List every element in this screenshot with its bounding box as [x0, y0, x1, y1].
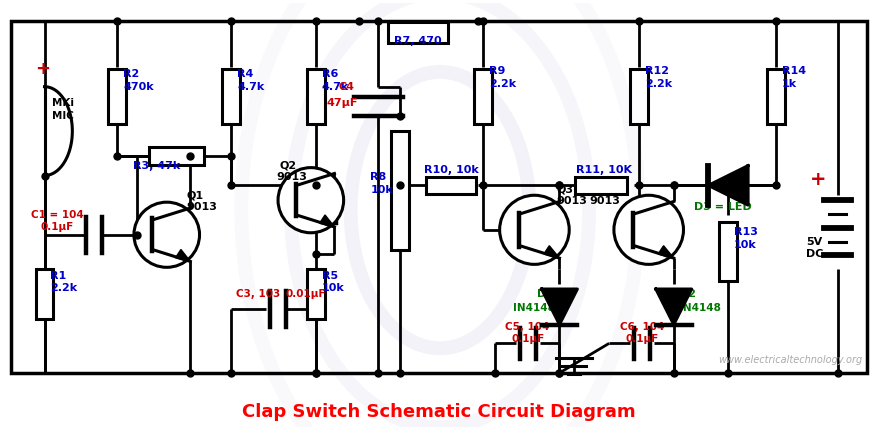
Text: 10k: 10k [370, 185, 393, 195]
Circle shape [500, 195, 569, 264]
Text: MKi: MKi [52, 98, 74, 108]
Bar [35, 269, 53, 319]
Text: C5, 104: C5, 104 [506, 322, 550, 332]
Text: 0.1μF: 0.1μF [41, 222, 74, 232]
Circle shape [278, 168, 344, 233]
Bar [388, 22, 448, 43]
Text: Clap Switch Schematic Circuit Diagram: Clap Switch Schematic Circuit Diagram [242, 402, 636, 421]
Polygon shape [708, 166, 748, 205]
Text: 470k: 470k [123, 82, 153, 92]
Polygon shape [175, 249, 190, 261]
Text: R12: R12 [645, 66, 669, 76]
Polygon shape [544, 246, 559, 258]
Text: 47μF: 47μF [327, 98, 358, 108]
Text: +: + [810, 170, 826, 189]
Bar [307, 69, 325, 124]
Text: D3 = LED: D3 = LED [695, 202, 752, 212]
Bar [11, 21, 867, 373]
Polygon shape [320, 215, 334, 227]
Text: Q2: Q2 [279, 161, 296, 171]
Text: C1 = 104: C1 = 104 [31, 210, 84, 220]
Text: R13: R13 [734, 227, 758, 237]
Text: 9013: 9013 [187, 202, 217, 212]
Circle shape [134, 202, 199, 267]
Text: 1μF: 1μF [322, 197, 346, 207]
Text: C2: C2 [322, 184, 338, 194]
Text: 9013: 9013 [276, 172, 307, 182]
Text: D1: D1 [538, 289, 555, 299]
Text: www.electricaltechnology.org: www.electricaltechnology.org [719, 355, 862, 365]
Text: 10k: 10k [322, 283, 345, 293]
Text: 4.7k: 4.7k [322, 82, 349, 92]
Text: C3, 103: C3, 103 [237, 289, 281, 299]
Text: R10, 10k: R10, 10k [424, 165, 478, 175]
Bar [575, 176, 626, 194]
Bar [392, 131, 409, 249]
Text: R11, 10K: R11, 10K [576, 165, 632, 175]
Text: C4: C4 [338, 82, 354, 92]
Text: Q4: Q4 [589, 184, 606, 194]
Text: Q3: Q3 [556, 184, 573, 194]
Text: 1k: 1k [781, 79, 797, 89]
Bar [474, 69, 492, 124]
Bar [767, 69, 785, 124]
Bar [719, 222, 737, 281]
Text: IN4148: IN4148 [513, 303, 555, 313]
Text: R3, 47k: R3, 47k [133, 161, 181, 171]
Text: 9013: 9013 [556, 196, 587, 206]
Text: 5V: 5V [805, 237, 822, 247]
Text: +: + [35, 60, 50, 78]
Bar [630, 69, 648, 124]
Text: R9: R9 [489, 66, 505, 76]
Text: Q1: Q1 [187, 190, 204, 200]
Bar [307, 269, 325, 319]
Text: R2: R2 [123, 69, 139, 79]
Bar [150, 147, 204, 165]
Bar [108, 69, 126, 124]
Polygon shape [541, 289, 578, 325]
Text: R6: R6 [322, 69, 338, 79]
Bar [222, 69, 240, 124]
Text: 2.2k: 2.2k [51, 283, 78, 293]
Text: 0.1μF: 0.1μF [626, 335, 658, 344]
Text: R4: R4 [237, 69, 253, 79]
Text: 0.1μF: 0.1μF [511, 335, 544, 344]
Text: 9013: 9013 [589, 196, 620, 206]
Text: C6, 104: C6, 104 [620, 322, 664, 332]
Circle shape [614, 195, 683, 264]
Text: DC: DC [805, 249, 823, 259]
Text: 2.2k: 2.2k [489, 79, 516, 89]
Text: R14: R14 [781, 66, 806, 76]
Text: R7, 470: R7, 470 [394, 36, 442, 46]
Text: R5: R5 [322, 271, 338, 281]
Text: D2: D2 [679, 289, 696, 299]
Text: IN4148: IN4148 [679, 303, 720, 313]
Text: R8: R8 [370, 172, 386, 182]
Text: 2.2k: 2.2k [645, 79, 672, 89]
Polygon shape [658, 246, 673, 258]
Text: R1: R1 [51, 271, 66, 281]
Polygon shape [656, 289, 692, 325]
Text: 0.01μF: 0.01μF [286, 289, 326, 299]
Text: 10k: 10k [734, 240, 757, 249]
Text: MIC: MIC [52, 111, 74, 121]
Bar [426, 176, 476, 194]
Text: 4.7k: 4.7k [237, 82, 265, 92]
